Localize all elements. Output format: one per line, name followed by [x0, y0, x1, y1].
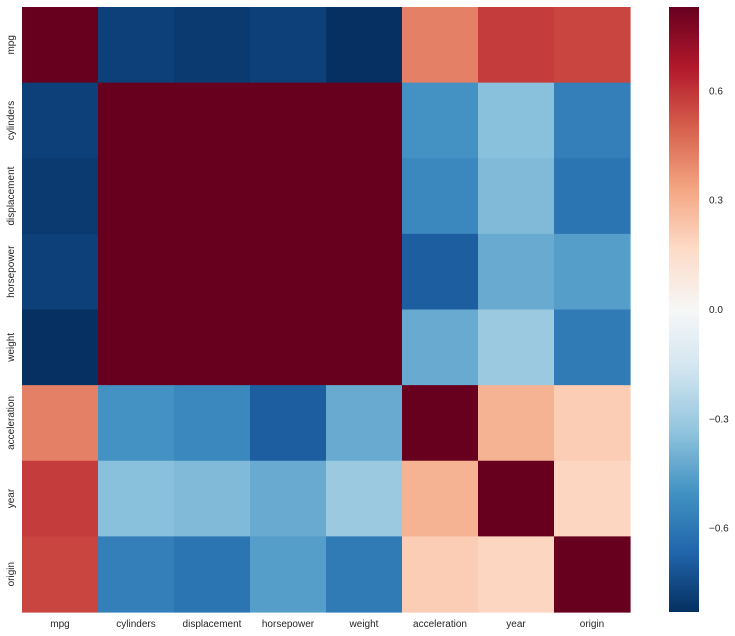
heatmap-cell-mpg-displacement [174, 7, 251, 84]
heatmap-cells [22, 7, 631, 613]
x-tick-label: weight [349, 619, 379, 630]
colorbar-tick-label: −0.6 [709, 524, 729, 535]
x-tick-labels: mpg cylinders displacement horsepower weight… [50, 619, 604, 630]
y-tick-label: origin [6, 562, 17, 586]
heatmap-cell-mpg-cylinders [98, 7, 175, 84]
heatmap-cell-displacement-year [478, 158, 555, 235]
heatmap-cell-cylinders-cylinders [98, 82, 175, 159]
heatmap-cell-weight-mpg [22, 309, 99, 386]
heatmap-cell-origin-acceleration [402, 536, 479, 613]
colorbar-tick-label: 0.0 [709, 305, 723, 316]
heatmap-cell-weight-weight [326, 309, 403, 386]
heatmap-cell-cylinders-origin [554, 82, 631, 159]
y-tick-label: year [6, 488, 17, 508]
x-tick-label: cylinders [116, 619, 155, 630]
colorbar-gradient [669, 7, 699, 612]
heatmap-cell-mpg-mpg [22, 7, 99, 84]
colorbar-ticks: −0.6 −0.3 0.0 0.3 0.6 [709, 86, 729, 534]
heatmap-cell-acceleration-horsepower [250, 385, 327, 462]
heatmap-cell-horsepower-acceleration [402, 233, 479, 311]
heatmap-cell-horsepower-cylinders [98, 233, 175, 311]
x-tick-label: horsepower [262, 619, 315, 630]
y-tick-label: mpg [6, 35, 17, 54]
y-tick-label: horsepower [6, 245, 17, 298]
heatmap-cell-displacement-weight [326, 158, 403, 235]
heatmap-cell-cylinders-weight [326, 82, 403, 159]
heatmap-cell-origin-origin [554, 536, 631, 613]
heatmap-cell-weight-displacement [174, 309, 251, 386]
x-tick-label: origin [580, 619, 604, 630]
x-tick-label: mpg [50, 619, 69, 630]
heatmap-cell-acceleration-acceleration [402, 385, 479, 462]
y-tick-labels: mpg cylinders displacement horsepower weight… [6, 35, 17, 586]
heatmap-cell-year-origin [554, 460, 631, 537]
heatmap-cell-acceleration-cylinders [98, 385, 175, 462]
x-tick-label: year [506, 619, 526, 630]
heatmap-cell-horsepower-mpg [22, 233, 99, 311]
heatmap-cell-year-displacement [174, 460, 251, 537]
heatmap-cell-year-cylinders [98, 460, 175, 537]
x-tick-label: displacement [183, 619, 242, 630]
colorbar: −0.6 −0.3 0.0 0.3 0.6 [669, 7, 729, 612]
y-tick-label: displacement [6, 166, 17, 225]
heatmap-cell-horsepower-displacement [174, 233, 251, 311]
heatmap-cell-displacement-origin [554, 158, 631, 235]
heatmap-cell-cylinders-acceleration [402, 82, 479, 159]
heatmap-cell-displacement-displacement [174, 158, 251, 235]
heatmap-cell-displacement-horsepower [250, 158, 327, 235]
heatmap-cell-cylinders-mpg [22, 82, 99, 159]
colorbar-tick-label: −0.3 [709, 414, 729, 425]
heatmap-cell-horsepower-horsepower [250, 233, 327, 311]
heatmap-cell-weight-acceleration [402, 309, 479, 386]
heatmap-cell-weight-horsepower [250, 309, 327, 386]
x-tick-label: acceleration [413, 619, 467, 630]
heatmap-cell-origin-year [478, 536, 555, 613]
heatmap-cell-displacement-acceleration [402, 158, 479, 235]
heatmap-cell-cylinders-horsepower [250, 82, 327, 159]
heatmap-cell-year-horsepower [250, 460, 327, 537]
heatmap-cell-acceleration-mpg [22, 385, 99, 462]
heatmap-cell-mpg-horsepower [250, 7, 327, 84]
heatmap-cell-horsepower-weight [326, 233, 403, 311]
heatmap-cell-origin-weight [326, 536, 403, 613]
heatmap-cell-acceleration-year [478, 385, 555, 462]
heatmap-cell-acceleration-displacement [174, 385, 251, 462]
heatmap-cell-mpg-origin [554, 7, 631, 84]
heatmap-cell-year-year [478, 460, 555, 537]
heatmap-cell-origin-horsepower [250, 536, 327, 613]
heatmap-cell-mpg-year [478, 7, 555, 84]
y-tick-label: cylinders [6, 101, 17, 140]
heatmap-cell-year-weight [326, 460, 403, 537]
heatmap-cell-weight-year [478, 309, 555, 386]
heatmap-cell-horsepower-origin [554, 233, 631, 311]
colorbar-tick-label: 0.6 [709, 86, 723, 97]
heatmap-cell-cylinders-year [478, 82, 555, 159]
heatmap-cell-mpg-acceleration [402, 7, 479, 84]
heatmap-cell-acceleration-weight [326, 385, 403, 462]
heatmap-cell-displacement-cylinders [98, 158, 175, 235]
heatmap-cell-origin-mpg [22, 536, 99, 613]
heatmap-cell-weight-origin [554, 309, 631, 386]
y-tick-label: weight [6, 333, 17, 363]
heatmap-cell-weight-cylinders [98, 309, 175, 386]
y-tick-label: acceleration [6, 396, 17, 450]
heatmap-cell-acceleration-origin [554, 385, 631, 462]
heatmap-cell-horsepower-year [478, 233, 555, 311]
heatmap-cell-year-acceleration [402, 460, 479, 537]
heatmap-cell-origin-displacement [174, 536, 251, 613]
heatmap-cell-displacement-mpg [22, 158, 99, 235]
heatmap-cell-cylinders-displacement [174, 82, 251, 159]
heatmap-cell-mpg-weight [326, 7, 403, 84]
heatmap-cell-origin-cylinders [98, 536, 175, 613]
colorbar-tick-label: 0.3 [709, 196, 723, 207]
heatmap-cell-year-mpg [22, 460, 99, 537]
